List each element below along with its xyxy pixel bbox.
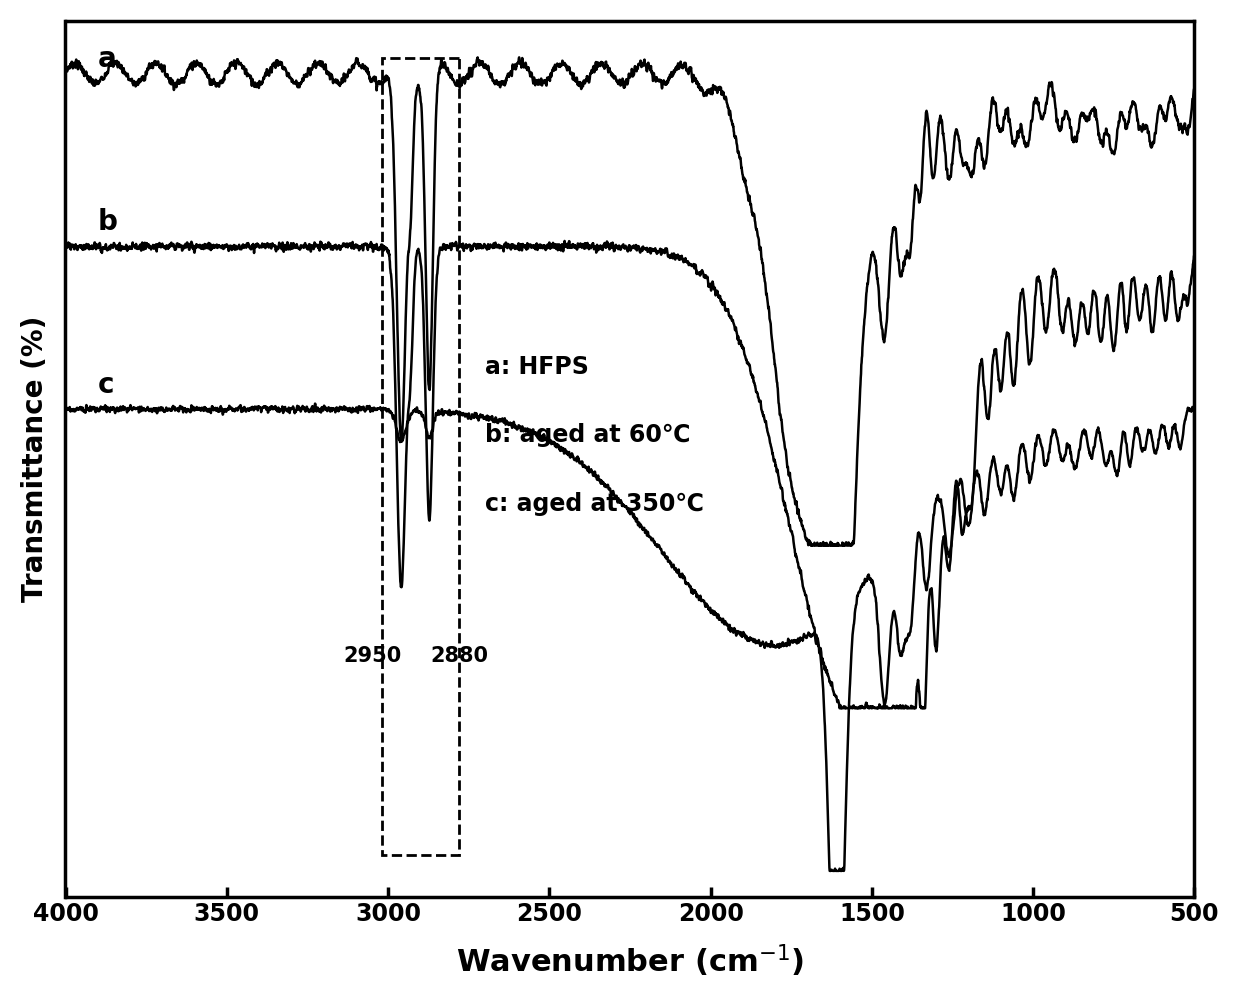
Text: a: HFPS: a: HFPS xyxy=(485,355,589,379)
Text: c: aged at 350℃: c: aged at 350℃ xyxy=(485,492,704,516)
Y-axis label: Transmittance (%): Transmittance (%) xyxy=(21,316,48,602)
Text: b: aged at 60℃: b: aged at 60℃ xyxy=(485,423,691,447)
Text: a: a xyxy=(98,45,117,73)
Text: 2950: 2950 xyxy=(343,646,402,666)
X-axis label: Wavenumber (cm$^{-1}$): Wavenumber (cm$^{-1}$) xyxy=(456,943,804,979)
Text: c: c xyxy=(98,371,114,399)
Text: b: b xyxy=(98,208,118,236)
Text: 2880: 2880 xyxy=(430,646,489,666)
